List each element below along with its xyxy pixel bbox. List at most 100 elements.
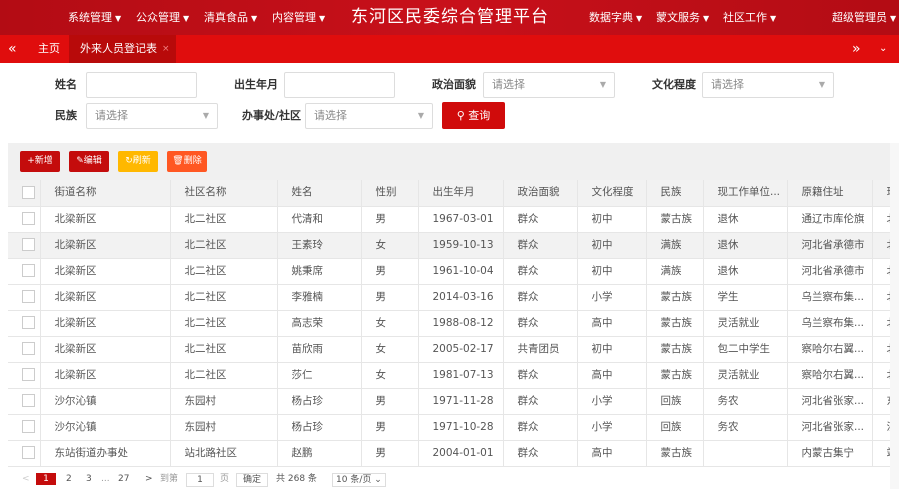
table-cell: 代清和	[277, 206, 362, 233]
table-row[interactable]: 北梁新区 北二社区 高志荣女 1988-08-12 群众 高中 蒙古族 灵活就业 乌兰察布集..…	[8, 310, 899, 337]
table-row[interactable]: 北梁新区 北二社区 苗欣雨女 2005-02-17 共青团员 初中 蒙古族 包二中学生 察哈尔右…	[8, 336, 899, 363]
caret-down-icon: ▼	[251, 14, 258, 23]
table-cell: 2014-03-16	[418, 284, 504, 311]
table-cell: 退休	[703, 232, 788, 259]
column-header[interactable]: 出生年月	[418, 180, 504, 207]
row-checkbox[interactable]	[8, 232, 41, 259]
row-checkbox[interactable]	[8, 440, 41, 467]
column-header[interactable]: 民族	[646, 180, 704, 207]
table-cell: 高中	[577, 362, 647, 389]
birth-input[interactable]	[284, 72, 395, 98]
table-cell: 河北省承德市	[787, 232, 873, 259]
per-page-select[interactable]: 10 条/页 ⌄	[332, 473, 386, 487]
pencil-icon: ✎	[76, 156, 84, 166]
birth-label: 出生年月	[234, 78, 278, 91]
column-header[interactable]: 政治面貌	[503, 180, 578, 207]
refresh-icon: ↻	[125, 156, 133, 166]
edu-select[interactable]: 请选择 ▼	[702, 72, 834, 98]
table-cell: 1971-10-28	[418, 414, 504, 441]
table-cell: 北二社区	[170, 232, 278, 259]
political-select[interactable]: 请选择 ▼	[483, 72, 615, 98]
menu-label: 社区工作	[723, 11, 767, 24]
dropdown-arrow-icon: ▼	[202, 111, 209, 120]
select-all-checkbox[interactable]	[8, 180, 41, 207]
ethnic-select[interactable]: 请选择 ▼	[86, 103, 218, 129]
column-header[interactable]: 社区名称	[170, 180, 278, 207]
chevron-down-icon: ⌄	[374, 475, 382, 485]
table-cell: 满族	[646, 232, 704, 259]
menu-mongolian[interactable]: 蒙文服务 ▼	[656, 0, 709, 35]
user-menu[interactable]: 超级管理员 ▼	[832, 0, 896, 35]
page-27-button[interactable]: 27	[118, 474, 130, 484]
table-cell: 内蒙古集宁	[787, 440, 873, 467]
row-checkbox[interactable]	[8, 206, 41, 233]
name-input[interactable]	[86, 72, 197, 98]
tab-active[interactable]	[69, 35, 176, 63]
double-right-icon[interactable]: »	[852, 41, 861, 57]
scrollbar[interactable]	[890, 143, 899, 489]
chevron-down-icon[interactable]: ⌄	[879, 43, 888, 54]
menu-halal[interactable]: 清真食品 ▼	[204, 0, 257, 35]
caret-down-icon: ▼	[703, 14, 710, 23]
tab-home[interactable]: 主页	[38, 42, 60, 55]
menu-community[interactable]: 社区工作 ▼	[723, 0, 776, 35]
page-input[interactable]: 1	[186, 473, 214, 487]
table-cell: 北二社区	[170, 336, 278, 363]
column-header[interactable]: 性别	[361, 180, 419, 207]
page-2-button[interactable]: 2	[66, 474, 72, 484]
row-checkbox[interactable]	[8, 336, 41, 363]
table-cell: 务农	[703, 414, 788, 441]
placeholder: 请选择	[492, 78, 525, 91]
row-checkbox[interactable]	[8, 388, 41, 415]
caret-down-icon: ▼	[183, 14, 190, 23]
office-label: 办事处/社区	[242, 109, 302, 122]
table-cell: 莎仁	[277, 362, 362, 389]
table-cell: 北梁新区	[40, 362, 171, 389]
menu-public[interactable]: 公众管理 ▼	[136, 0, 189, 35]
column-header[interactable]: 姓名	[277, 180, 362, 207]
close-icon[interactable]: ×	[162, 44, 170, 54]
table-cell: 沙尔沁镇	[40, 414, 171, 441]
refresh-button[interactable]: ↻刷新	[118, 151, 158, 172]
next-page-button[interactable]: >	[145, 474, 153, 484]
table-cell: 1988-08-12	[418, 310, 504, 337]
office-select[interactable]: 请选择 ▼	[305, 103, 433, 129]
page-3-button[interactable]: 3	[86, 474, 92, 484]
row-checkbox[interactable]	[8, 258, 41, 285]
column-header[interactable]: 原籍住址	[787, 180, 873, 207]
menu-dictionary[interactable]: 数据字典 ▼	[589, 0, 642, 35]
column-header[interactable]: 现工作单位...	[703, 180, 788, 207]
column-header[interactable]: 街道名称	[40, 180, 171, 207]
row-checkbox[interactable]	[8, 284, 41, 311]
page-1-button[interactable]: 1	[36, 473, 56, 485]
menu-content[interactable]: 内容管理 ▼	[272, 0, 325, 35]
table-cell: 男	[361, 388, 419, 415]
table-cell: 群众	[503, 440, 578, 467]
table-cell: 灵活就业	[703, 310, 788, 337]
dropdown-arrow-icon: ▼	[818, 80, 825, 89]
row-checkbox[interactable]	[8, 310, 41, 337]
table-cell: 初中	[577, 206, 647, 233]
table-cell: 灵活就业	[703, 362, 788, 389]
menu-label: 系统管理	[68, 11, 112, 24]
column-header[interactable]: 文化程度	[577, 180, 647, 207]
confirm-button[interactable]: 确定	[236, 473, 268, 487]
tab-active-label[interactable]: 外来人员登记表	[80, 42, 157, 55]
double-left-icon[interactable]: «	[8, 41, 17, 57]
delete-button[interactable]: 🗑删除	[167, 151, 207, 172]
row-checkbox[interactable]	[8, 414, 41, 441]
prev-page-button[interactable]: <	[22, 474, 30, 484]
edit-button[interactable]: ✎编辑	[69, 151, 109, 172]
table-row[interactable]: 北梁新区 北二社区 莎仁女 1981-07-13 群众 高中 蒙古族 灵活就业 察哈尔右翼...…	[8, 362, 899, 389]
row-checkbox[interactable]	[8, 362, 41, 389]
add-button[interactable]: +新增	[20, 151, 60, 172]
query-button[interactable]: ⚲ 查询	[442, 102, 505, 129]
menu-system[interactable]: 系统管理 ▼	[68, 0, 121, 35]
